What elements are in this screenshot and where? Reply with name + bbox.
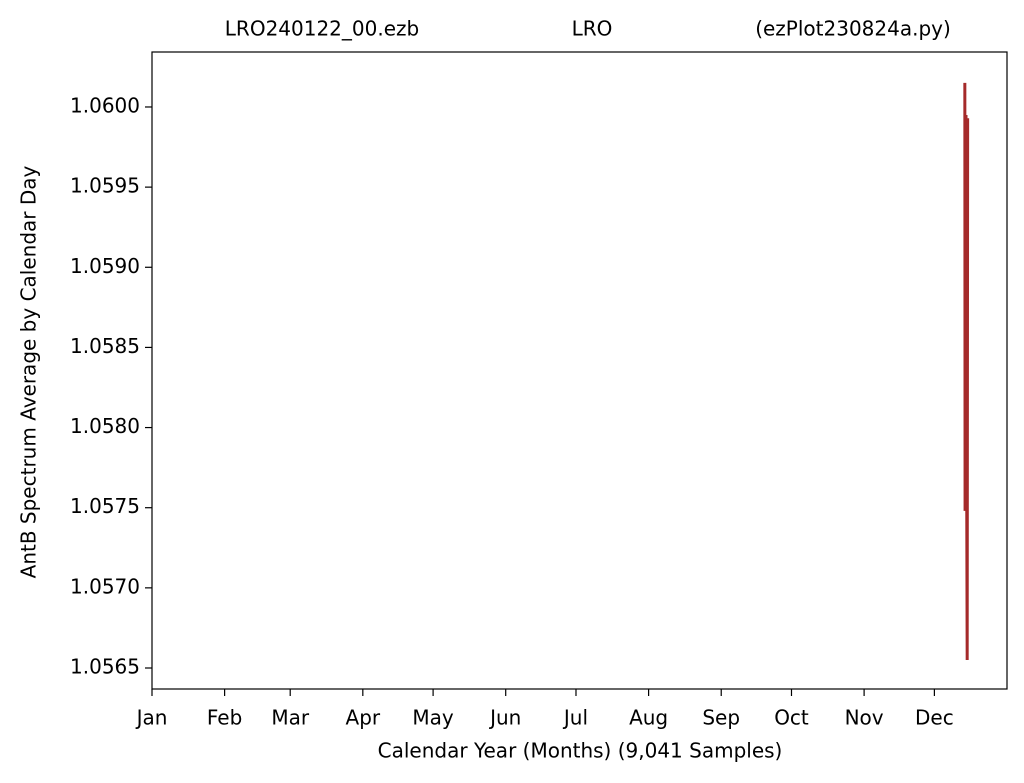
data-line	[963, 82, 970, 660]
y-tick-label: 1.0570	[70, 574, 140, 598]
plot-frame	[151, 51, 1008, 690]
x-tick-label: Jun	[488, 706, 521, 730]
y-tick-label: 1.0595	[70, 174, 140, 198]
y-tick-label: 1.0575	[70, 494, 140, 518]
x-tick-label: Nov	[845, 706, 884, 730]
x-axis-label: Calendar Year (Months) (9,041 Samples)	[378, 739, 783, 763]
x-tick-label: Jan	[135, 706, 168, 730]
y-tick-label: 1.0600	[70, 93, 140, 117]
y-tick-label: 1.0580	[70, 414, 140, 438]
x-tick-label: Oct	[774, 706, 809, 730]
x-tick-label: Aug	[629, 706, 668, 730]
x-tick-label: Apr	[346, 706, 381, 730]
y-tick-label: 1.0590	[70, 254, 140, 278]
x-tick-label: Sep	[702, 706, 740, 730]
chart-title-center: LRO	[572, 17, 613, 41]
x-tick-label: Dec	[915, 706, 954, 730]
x-tick-label: May	[412, 706, 454, 730]
chart-title-right: (ezPlot230824a.py)	[755, 17, 951, 41]
y-axis-label: AntB Spectrum Average by Calendar Day	[17, 165, 41, 578]
x-tick-label: Mar	[271, 706, 310, 730]
chart-title-left: LRO240122_00.ezb	[225, 17, 419, 41]
y-tick-label: 1.0565	[70, 655, 140, 679]
y-tick-label: 1.0585	[70, 334, 140, 358]
x-tick-label: Feb	[207, 706, 242, 730]
x-tick-label: Jul	[562, 706, 588, 730]
